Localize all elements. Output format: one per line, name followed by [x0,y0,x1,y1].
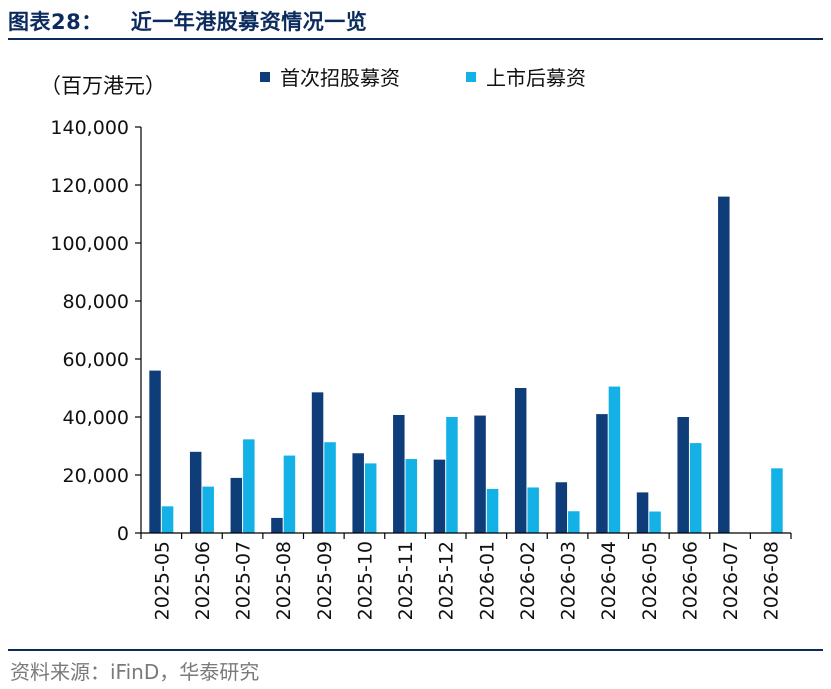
bar-post-listing-2026-05 [649,511,661,533]
figure-label: 图表28： [8,10,103,34]
x-tick-label-2025-10: 2025-10 [354,541,376,620]
x-tick-label-2026-08: 2026-08 [761,541,783,620]
x-tick-label-2026-04: 2026-04 [598,541,620,620]
y-tick-label-100000: 100,000 [50,233,129,255]
bar-ipo-2025-09 [311,392,324,533]
y-unit-label: （百万港元） [40,74,166,98]
bar-post-listing-2025-11 [405,459,418,533]
bar-ipo-2026-03 [555,482,568,533]
bar-ipo-2025-11 [393,414,405,533]
figure-title: 图表28： 近一年港股募资情况一览 [8,6,823,36]
bar-ipo-2026-02 [514,388,527,533]
bar-ipo-2025-06 [189,451,202,533]
legend-swatch-ipo [260,71,270,82]
y-tick-label-60000: 60,000 [63,349,129,371]
x-tick-label-2025-07: 2025-07 [233,541,255,620]
x-tick-label-2026-01: 2026-01 [476,541,498,620]
x-tick-label-2025-11: 2025-11 [395,541,417,620]
bar-post-listing-2025-08 [283,455,296,533]
legend-label-ipo: 首次招股募资 [280,66,400,90]
bar-post-listing-2025-07 [243,439,255,533]
x-tick-label-2026-02: 2026-02 [517,541,539,620]
legend-item-ipo: 首次招股募资 [260,62,400,91]
figure-title-text: 近一年港股募资情况一览 [130,10,368,34]
bar-post-listing-2026-02 [527,487,539,533]
bar-ipo-2026-04 [596,414,608,533]
bar-post-listing-2025-09 [324,442,336,533]
bar-ipo-2025-05 [149,370,161,533]
bar-post-listing-2026-08 [771,468,783,533]
x-tick-label-2026-05: 2026-05 [639,541,661,620]
bar-ipo-2026-01 [474,415,486,533]
bar-ipo-2026-07 [718,196,730,533]
bar-ipo-2026-06 [677,417,689,533]
bar-ipo-2025-10 [352,453,364,533]
legend-label-post-listing: 上市后募资 [486,66,586,90]
x-tick-label-2025-06: 2025-06 [192,541,214,620]
bar-ipo-2026-05 [636,492,649,533]
x-tick-label-2026-07: 2026-07 [720,541,742,620]
source-note: 资料来源：iFinD，华泰研究 [10,660,260,684]
bar-post-listing-2026-04 [608,386,621,533]
bar-ipo-2025-08 [271,517,283,533]
x-tick-label-2025-09: 2025-09 [314,541,336,620]
bar-post-listing-2026-06 [689,443,702,533]
y-tick-label-0: 0 [117,523,129,545]
legend-swatch-post-listing [466,71,476,82]
legend-item-post-listing: 上市后募资 [466,62,586,91]
bar-post-listing-2026-03 [568,511,580,533]
bar-ipo-2025-07 [230,477,243,533]
bar-post-listing-2025-06 [202,486,214,533]
y-tick-label-140000: 140,000 [50,117,129,139]
y-tick-label-20000: 20,000 [63,465,129,487]
bar-post-listing-2025-12 [446,417,458,533]
title-rule [8,38,823,40]
bar-ipo-2025-12 [433,459,446,533]
x-tick-label-2025-05: 2025-05 [151,541,173,620]
bar-post-listing-2025-10 [364,463,377,533]
bar-post-listing-2025-05 [161,506,174,533]
source-rule [8,649,823,651]
x-tick-label-2025-08: 2025-08 [273,541,295,620]
y-tick-label-120000: 120,000 [50,175,129,197]
y-tick-label-40000: 40,000 [63,407,129,429]
y-tick-label-80000: 80,000 [63,291,129,313]
bar-post-listing-2026-01 [486,488,499,533]
x-tick-label-2026-03: 2026-03 [558,541,580,620]
x-tick-label-2025-12: 2025-12 [436,541,458,620]
x-tick-label-2026-06: 2026-06 [679,541,701,620]
